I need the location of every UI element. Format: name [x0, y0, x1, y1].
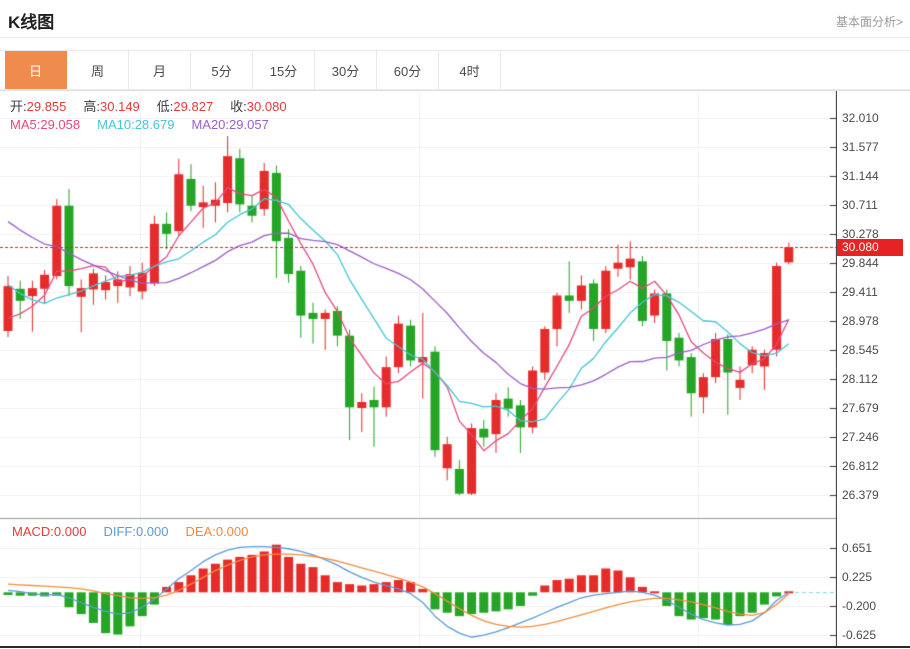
period-tabbar: 日周月 5分 15分 30分 60分 4时 — [0, 50, 910, 90]
tab-day[interactable]: 日 — [5, 51, 67, 89]
tab-60min[interactable]: 60分 — [377, 51, 439, 89]
tab-15min[interactable]: 15分 — [253, 51, 315, 89]
macd-axis-label: 0.225 — [842, 570, 873, 584]
macd-legend: MACD:0.000 DIFF:0.000 DEA:0.000 — [12, 524, 265, 539]
macd-axis-label: -0.200 — [842, 599, 877, 613]
tab-30min[interactable]: 30分 — [315, 51, 377, 89]
legend-ohlc-item: 开:29.855 — [10, 99, 67, 114]
page-title: K线图 — [8, 13, 55, 32]
tab-4hour[interactable]: 4时 — [439, 51, 501, 89]
price-axis-label: 27.679 — [842, 401, 879, 415]
ma-legend: MA5:29.058 MA10:28.679 MA20:29.057 — [10, 117, 286, 132]
price-axis-label: 27.246 — [842, 430, 879, 444]
legend-macd-item: DEA:0.000 — [185, 524, 249, 539]
price-axis-label: 26.379 — [842, 488, 879, 502]
legend-ohlc-item: 高:30.149 — [83, 99, 140, 114]
current-price-badge: 30.080 — [837, 239, 903, 256]
legend-ma-item: MA5:29.058 — [10, 117, 81, 132]
legend-ma-item: MA10:28.679 — [97, 117, 175, 132]
price-axis-label: 31.577 — [842, 140, 879, 154]
legend-ohlc-item: 低:29.827 — [156, 99, 214, 114]
price-axis-label: 32.010 — [842, 111, 879, 125]
price-axis-label: 26.812 — [842, 459, 879, 473]
tab-month[interactable]: 月 — [129, 51, 191, 89]
macd-axis-label: -0.625 — [842, 628, 877, 642]
price-axis-label: 29.844 — [842, 256, 879, 270]
kline-chart-panel: 开:29.855 高:30.149 低:29.827 收:30.080 MA5:29.… — [0, 90, 910, 648]
legend-ma-item: MA20:29.057 — [191, 117, 269, 132]
fundamental-analysis-link[interactable]: 基本面分析> — [835, 15, 903, 29]
price-axis-label: 28.545 — [842, 343, 879, 357]
legend-macd-item: MACD:0.000 — [12, 524, 87, 539]
ohlc-legend: 开:29.855 高:30.149 低:29.827 收:30.080 — [10, 96, 304, 115]
price-axis-label: 29.411 — [842, 285, 878, 299]
macd-axis-label: 0.651 — [842, 541, 873, 555]
price-axis-label: 31.144 — [842, 169, 879, 183]
tab-5min[interactable]: 5分 — [191, 51, 253, 89]
header-divider — [0, 37, 910, 38]
legend-ohlc-item: 收:30.080 — [230, 99, 287, 114]
price-axis-label: 30.711 — [842, 198, 878, 212]
price-axis-label: 28.978 — [842, 314, 879, 328]
price-axis: 32.010 31.577 31.144 30.711 30.278 29.844 29.4… — [837, 91, 910, 646]
legend-macd-item: DIFF:0.000 — [103, 524, 169, 539]
tab-week[interactable]: 周 — [67, 51, 129, 89]
kline-canvas — [0, 91, 837, 646]
price-axis-label: 28.112 — [842, 372, 878, 386]
price-axis-label: 30.278 — [842, 227, 879, 241]
